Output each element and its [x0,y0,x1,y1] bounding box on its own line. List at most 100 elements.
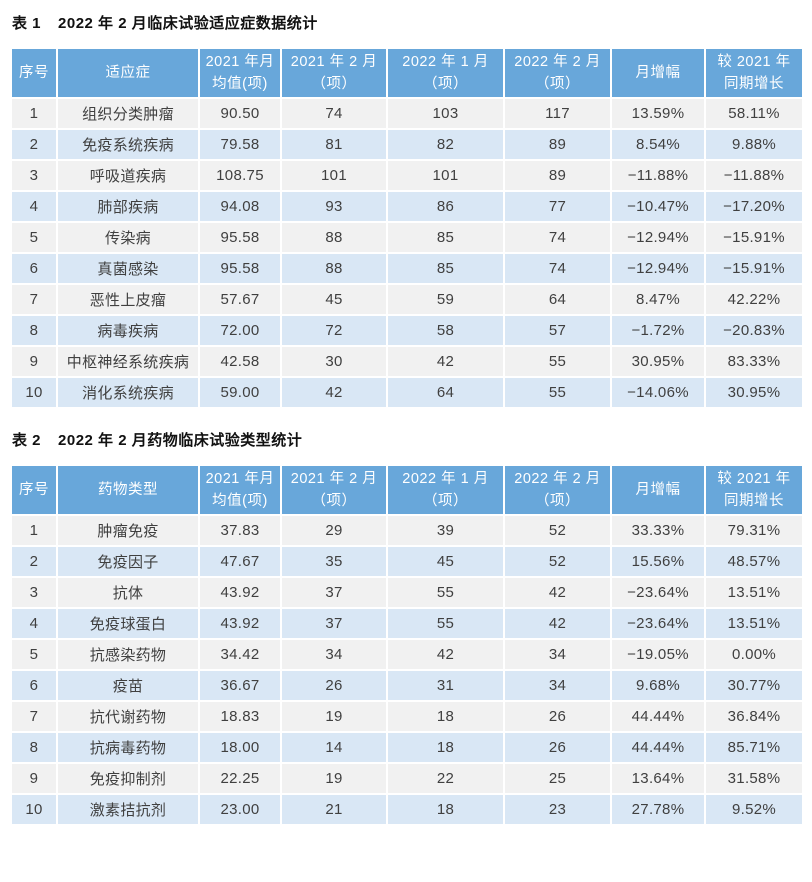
table-cell: 101 [386,159,505,192]
table-row: 4 肺部疾病 94.08 93 86 77 −10.47% −17.20% [10,190,804,223]
table-cell: 72 [280,314,388,347]
table-cell: 0.00% [704,638,804,671]
table-row: 4 免疫球蛋白 43.92 37 55 42 −23.64% 13.51% [10,607,804,640]
table-cell: 真菌感染 [56,252,200,285]
table-row: 10 消化系统疾病 59.00 42 64 55 −14.06% 30.95% [10,376,804,409]
table-cell: 31 [386,669,505,702]
indications-table: 序号 适应症 2021 年月 均值(项) 2021 年 2 月 （项） 2022 年 1… [10,47,804,409]
table-cell: 1 [10,514,58,547]
table-cell: 1 [10,97,58,130]
table-cell: 30.95% [610,345,706,378]
table-cell: −11.88% [704,159,804,192]
table-cell: 中枢神经系统疾病 [56,345,200,378]
table-row: 3 抗体 43.92 37 55 42 −23.64% 13.51% [10,576,804,609]
table-cell: −15.91% [704,252,804,285]
table-cell: 13.59% [610,97,706,130]
table-cell: 18 [386,700,505,733]
table-cell: 肺部疾病 [56,190,200,223]
table-cell: 3 [10,159,58,192]
table-cell: 9.68% [610,669,706,702]
table-row: 9 免疫抑制剂 22.25 19 22 25 13.64% 31.58% [10,762,804,795]
table-cell: 45 [280,283,388,316]
table-cell: 8.54% [610,128,706,161]
table-cell: 13.51% [704,576,804,609]
table-cell: 52 [503,545,612,578]
table-cell: 108.75 [198,159,282,192]
table-cell: 34 [503,669,612,702]
table-cell: 48.57% [704,545,804,578]
table-cell: 35 [280,545,388,578]
table-cell: 88 [280,221,388,254]
table-cell: 74 [280,97,388,130]
table-cell: 42 [503,576,612,609]
table-cell: 4 [10,190,58,223]
table-cell: −20.83% [704,314,804,347]
document-page: 表 1 2022 年 2 月临床试验适应症数据统计 序号 适应症 2021 年月 均值… [10,15,804,826]
table-cell: −15.91% [704,221,804,254]
table-2-label: 表 2 [12,432,42,449]
table-row: 5 传染病 95.58 88 85 74 −12.94% −15.91% [10,221,804,254]
table-cell: 30 [280,345,388,378]
table-cell: 18.83 [198,700,282,733]
table-cell: −23.64% [610,607,706,640]
header-row: 序号 药物类型 2021 年月 均值(项) 2021 年 2 月 （项） 2022 年 … [10,464,804,516]
table-cell: 30.95% [704,376,804,409]
table-cell: 43.92 [198,607,282,640]
column-header: 2022 年 1 月 （项） [386,47,505,99]
table-row: 1 肿瘤免疫 37.83 29 39 52 33.33% 79.31% [10,514,804,547]
column-header: 月增幅 [610,464,706,516]
table-cell: 88 [280,252,388,285]
column-header: 适应症 [56,47,200,99]
table-cell: 85 [386,221,505,254]
table-cell: −17.20% [704,190,804,223]
table-cell: 抗感染药物 [56,638,200,671]
table-cell: 23.00 [198,793,282,826]
table-row: 2 免疫因子 47.67 35 45 52 15.56% 48.57% [10,545,804,578]
table-cell: 21 [280,793,388,826]
header-row: 序号 适应症 2021 年月 均值(项) 2021 年 2 月 （项） 2022 年 1… [10,47,804,99]
table-cell: 34 [503,638,612,671]
table-cell: 59 [386,283,505,316]
column-header: 较 2021 年 同期增长 [704,47,804,99]
table-cell: 52 [503,514,612,547]
table-cell: 47.67 [198,545,282,578]
table-cell: 抗病毒药物 [56,731,200,764]
table-cell: −12.94% [610,221,706,254]
table-cell: 18 [386,731,505,764]
table-cell: 9 [10,345,58,378]
table-cell: 31.58% [704,762,804,795]
table-cell: 恶性上皮瘤 [56,283,200,316]
table-cell: 55 [503,376,612,409]
table-cell: 95.58 [198,221,282,254]
column-header: 2021 年 2 月 （项） [280,464,388,516]
table-cell: −19.05% [610,638,706,671]
table-cell: 8 [10,731,58,764]
table-cell: 8 [10,314,58,347]
table-cell: −10.47% [610,190,706,223]
table-cell: 36.84% [704,700,804,733]
table-cell: 抗代谢药物 [56,700,200,733]
table-2-caption: 表 2 2022 年 2 月药物临床试验类型统计 [12,431,802,451]
table-cell: 26 [503,731,612,764]
table-cell: 免疫抑制剂 [56,762,200,795]
column-header: 月增幅 [610,47,706,99]
table-cell: 36.67 [198,669,282,702]
table-cell: 79.31% [704,514,804,547]
table-cell: 26 [280,669,388,702]
table-cell: 37.83 [198,514,282,547]
table-cell: 57.67 [198,283,282,316]
table-2-title: 2022 年 2 月药物临床试验类型统计 [58,432,303,449]
table-cell: 55 [386,576,505,609]
table-cell: 81 [280,128,388,161]
table-row: 7 抗代谢药物 18.83 19 18 26 44.44% 36.84% [10,700,804,733]
table-cell: 消化系统疾病 [56,376,200,409]
table-cell: 10 [10,793,58,826]
table-cell: 传染病 [56,221,200,254]
table-cell: 25 [503,762,612,795]
table-cell: −1.72% [610,314,706,347]
column-header: 序号 [10,464,58,516]
column-header: 2022 年 2 月 （项） [503,47,612,99]
table-cell: 42 [386,345,505,378]
table-cell: 44.44% [610,700,706,733]
table-cell: 89 [503,159,612,192]
